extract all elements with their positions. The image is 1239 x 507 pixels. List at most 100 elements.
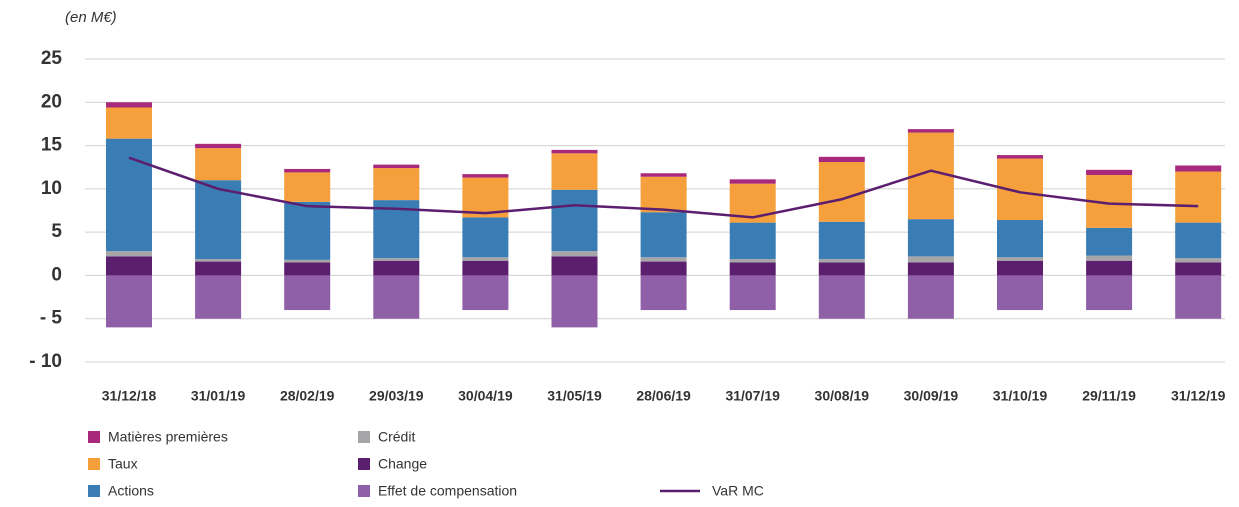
bar-segment xyxy=(640,212,687,258)
bar-segment xyxy=(907,256,954,263)
legend-label: Effet de compensation xyxy=(378,483,517,499)
bar-segment xyxy=(818,221,865,259)
y-tick-label: - 10 xyxy=(29,351,62,372)
bar-segment xyxy=(373,260,420,276)
y-axis-label: (en M€) xyxy=(65,9,117,26)
bar-segment xyxy=(284,172,331,202)
bar-segment xyxy=(284,275,331,311)
legend-swatch xyxy=(88,458,100,470)
legend-swatch xyxy=(88,431,100,443)
bar-segment xyxy=(106,256,152,276)
y-tick-label: 25 xyxy=(41,48,63,69)
bar-segment xyxy=(284,168,331,173)
bar-segment xyxy=(462,174,509,178)
bar-segment xyxy=(551,153,598,190)
bar-segment xyxy=(640,275,687,311)
bar-segment xyxy=(195,148,242,181)
bar-segment xyxy=(195,258,242,262)
bar-segment xyxy=(907,275,954,319)
bar-segment xyxy=(1086,275,1133,311)
x-tick-label: 30/09/19 xyxy=(904,388,959,404)
bar-segment xyxy=(640,176,687,213)
x-tick-label: 28/06/19 xyxy=(636,388,691,404)
bar-segment xyxy=(462,257,509,261)
bar-segment xyxy=(997,260,1043,276)
bar-segment xyxy=(551,251,598,257)
bar-segment xyxy=(729,262,776,276)
bar-segment xyxy=(195,275,242,319)
bar-segment xyxy=(373,164,420,169)
bar-segment xyxy=(640,173,687,177)
bar-segment xyxy=(551,189,598,252)
bar-segment xyxy=(462,275,509,311)
legend-label: Taux xyxy=(108,456,138,472)
x-tick-label: 31/12/19 xyxy=(1171,388,1226,404)
bar-segment xyxy=(818,258,865,263)
bar-segment xyxy=(1175,165,1222,172)
bar-segment xyxy=(106,107,152,139)
bar-segment xyxy=(106,138,152,252)
legend-label: Actions xyxy=(108,483,154,499)
bar-segment xyxy=(284,201,331,260)
y-tick-label: 0 xyxy=(51,264,62,285)
x-tick-label: 28/02/19 xyxy=(280,388,335,404)
y-tick-label: - 5 xyxy=(40,308,63,329)
bar-segment xyxy=(729,222,776,259)
bar-segment xyxy=(462,217,509,258)
bar-segment xyxy=(640,257,687,262)
bar-segment xyxy=(818,275,865,319)
bar-segment xyxy=(1086,255,1133,261)
bar-segment xyxy=(1086,260,1133,276)
bar-segment xyxy=(195,261,242,276)
bar-segment xyxy=(1175,258,1222,263)
bar-segment xyxy=(907,129,954,133)
bar-segment xyxy=(818,156,865,163)
bar-segment xyxy=(106,275,152,328)
bar-segment xyxy=(1175,171,1222,223)
bar-segment xyxy=(551,275,598,328)
bar-segment xyxy=(1175,275,1222,319)
bar-segment xyxy=(106,251,152,257)
bar-segment xyxy=(997,257,1043,261)
legend-label: Change xyxy=(378,456,427,472)
legend-swatch xyxy=(88,485,100,497)
y-tick-label: 20 xyxy=(41,91,62,112)
x-tick-label: 31/07/19 xyxy=(725,388,780,404)
x-tick-label: 31/01/19 xyxy=(191,388,246,404)
bar-segment xyxy=(373,168,420,201)
y-tick-label: 15 xyxy=(41,135,63,156)
bar-segment xyxy=(997,275,1043,311)
line xyxy=(128,156,1199,219)
legend-swatch xyxy=(358,431,370,443)
bar-segment xyxy=(284,259,331,263)
x-tick-label: 31/05/19 xyxy=(547,388,602,404)
bar-segment xyxy=(551,149,598,154)
bar-segment xyxy=(1086,169,1133,176)
bar-segment xyxy=(195,180,242,259)
bar-segment xyxy=(729,258,776,263)
x-tick-label: 31/12/18 xyxy=(102,388,157,404)
legend-swatch xyxy=(358,485,370,497)
legend-label: VaR MC xyxy=(712,483,764,499)
x-tick-label: 31/10/19 xyxy=(993,388,1048,404)
bar-segment xyxy=(729,179,776,184)
x-tick-label: 30/08/19 xyxy=(815,388,870,404)
bar-segment xyxy=(907,262,954,276)
bar-segment xyxy=(729,275,776,311)
bar-segment xyxy=(997,220,1043,258)
bar-segment xyxy=(818,162,865,222)
bar-segment xyxy=(195,143,242,149)
bar-segment xyxy=(907,219,954,257)
legend-label: Crédit xyxy=(378,429,415,445)
bar-segment xyxy=(373,258,420,261)
bar-segment xyxy=(284,262,331,276)
x-tick-label: 29/11/19 xyxy=(1082,388,1136,404)
bar-segment xyxy=(1175,262,1222,276)
bar-segment xyxy=(640,261,687,276)
y-tick-label: 5 xyxy=(51,221,62,242)
bar-segment xyxy=(106,102,152,108)
legend-label: Matières premières xyxy=(108,429,228,445)
bar-segment xyxy=(997,155,1043,159)
x-tick-label: 29/03/19 xyxy=(369,388,424,404)
